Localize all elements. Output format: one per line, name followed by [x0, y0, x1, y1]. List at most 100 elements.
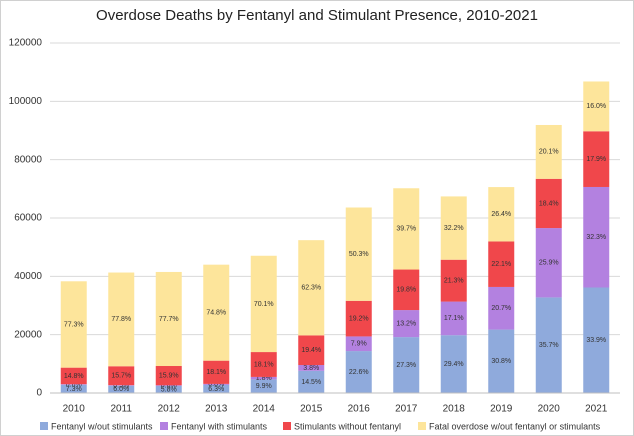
- value-label: 0.8%: [208, 381, 224, 388]
- legend-swatch: [418, 422, 426, 430]
- bar-segment: [345, 300, 372, 337]
- bar-segment: [393, 269, 420, 311]
- bar-segment: [60, 367, 87, 385]
- y-tick-label: 120000: [9, 38, 43, 49]
- bar-segment: [440, 335, 467, 393]
- value-label: 18.1%: [206, 369, 226, 376]
- x-tick-label: 2010: [63, 404, 86, 415]
- bar-segment: [488, 187, 515, 242]
- bar-segment: [345, 207, 372, 301]
- value-label: 14.8%: [64, 373, 84, 380]
- value-label: 77.7%: [159, 316, 179, 323]
- chart-title: Overdose Deaths by Fentanyl and Stimulan…: [96, 7, 538, 24]
- bar-segment: [60, 281, 87, 368]
- value-label: 16.0%: [586, 103, 606, 110]
- x-tick-label: 2016: [348, 404, 371, 415]
- value-label: 22.1%: [491, 261, 511, 268]
- bar-segment: [298, 335, 325, 366]
- y-tick-label: 20000: [14, 329, 42, 340]
- value-label: 6.0%: [113, 386, 129, 393]
- bar-segment: [488, 329, 515, 393]
- x-tick-label: 2014: [253, 404, 276, 415]
- bar-segment: [535, 297, 562, 393]
- value-label: 19.8%: [396, 287, 416, 294]
- value-label: 20.1%: [539, 149, 559, 156]
- legend-swatch: [283, 422, 291, 430]
- bar-segment: [345, 351, 372, 393]
- x-tick-label: 2019: [490, 404, 513, 415]
- bar-segment: [203, 384, 230, 393]
- value-label: 25.9%: [539, 260, 559, 267]
- bar-segment: [108, 366, 135, 386]
- bar-segment: [155, 271, 182, 367]
- bar-segment: [393, 310, 420, 338]
- value-label: 77.3%: [64, 321, 84, 328]
- value-label: 32.2%: [444, 225, 464, 232]
- bar-segment: [535, 228, 562, 298]
- bar-segment: [250, 255, 277, 353]
- bar-segment: [440, 196, 467, 260]
- x-tick-label: 2013: [205, 404, 228, 415]
- value-label: 6.3%: [208, 386, 224, 393]
- value-label: 62.3%: [301, 285, 321, 292]
- value-label: 19.2%: [349, 315, 369, 322]
- bar-segment: [583, 81, 610, 132]
- bar-segment: [298, 365, 325, 371]
- x-tick-label: 2012: [158, 404, 181, 415]
- bar-segment: [583, 186, 610, 288]
- bar-segment: [155, 385, 182, 386]
- value-label: 0.5%: [113, 382, 129, 389]
- x-tick-label: 2011: [110, 404, 132, 415]
- legend-label: Stimulants without fentanyl: [294, 421, 401, 431]
- bar-segment: [440, 301, 467, 336]
- value-label: 29.4%: [444, 361, 464, 368]
- legend-label: Fatal overdose w/out fentanyl or stimula…: [429, 421, 601, 431]
- bar-segment: [535, 124, 562, 179]
- bar-segment: [108, 385, 135, 393]
- bar-segment: [393, 337, 420, 393]
- value-label: 17.1%: [444, 315, 464, 322]
- y-tick-label: 40000: [14, 271, 42, 282]
- x-tick-label: 2021: [585, 404, 608, 415]
- value-label: 50.3%: [349, 251, 369, 258]
- value-label: 74.8%: [206, 310, 226, 317]
- value-label: 33.9%: [586, 337, 606, 344]
- bar-segment: [393, 188, 420, 270]
- value-label: 18.4%: [539, 200, 559, 207]
- bar-segment: [583, 287, 610, 393]
- bar-segment: [583, 131, 610, 187]
- bar-segment: [108, 272, 135, 367]
- value-label: 3.8%: [303, 365, 319, 372]
- value-label: 26.4%: [491, 211, 511, 218]
- bar-segment: [345, 336, 372, 352]
- value-label: 35.7%: [539, 342, 559, 349]
- legend-swatch: [40, 422, 48, 430]
- bar-segment: [155, 385, 182, 393]
- bar-segment: [203, 383, 230, 385]
- value-label: 32.3%: [586, 234, 606, 241]
- legend-swatch: [160, 422, 168, 430]
- value-label: 0.6%: [66, 381, 82, 388]
- value-label: 7.3%: [66, 386, 82, 393]
- bar-segment: [60, 384, 87, 393]
- bar-segment: [203, 360, 230, 384]
- value-label: 15.7%: [111, 373, 131, 380]
- x-tick-label: 2018: [443, 404, 466, 415]
- bar-segment: [488, 241, 515, 287]
- legend-label: Fentanyl w/out stimulants: [51, 421, 153, 431]
- bar-segment: [298, 370, 325, 393]
- bar-segment: [203, 264, 230, 361]
- bar-segment: [250, 376, 277, 380]
- value-label: 7.9%: [351, 341, 367, 348]
- value-label: 30.8%: [491, 358, 511, 365]
- value-label: 20.7%: [491, 305, 511, 312]
- y-tick-label: 0: [36, 388, 42, 399]
- value-label: 15.9%: [159, 372, 179, 379]
- y-tick-label: 60000: [14, 213, 42, 224]
- bar-segment: [250, 352, 277, 377]
- bar-segment: [298, 240, 325, 336]
- value-label: 39.7%: [396, 226, 416, 233]
- value-label: 27.3%: [396, 362, 416, 369]
- bar-segment: [250, 379, 277, 393]
- bar-segment: [108, 385, 135, 386]
